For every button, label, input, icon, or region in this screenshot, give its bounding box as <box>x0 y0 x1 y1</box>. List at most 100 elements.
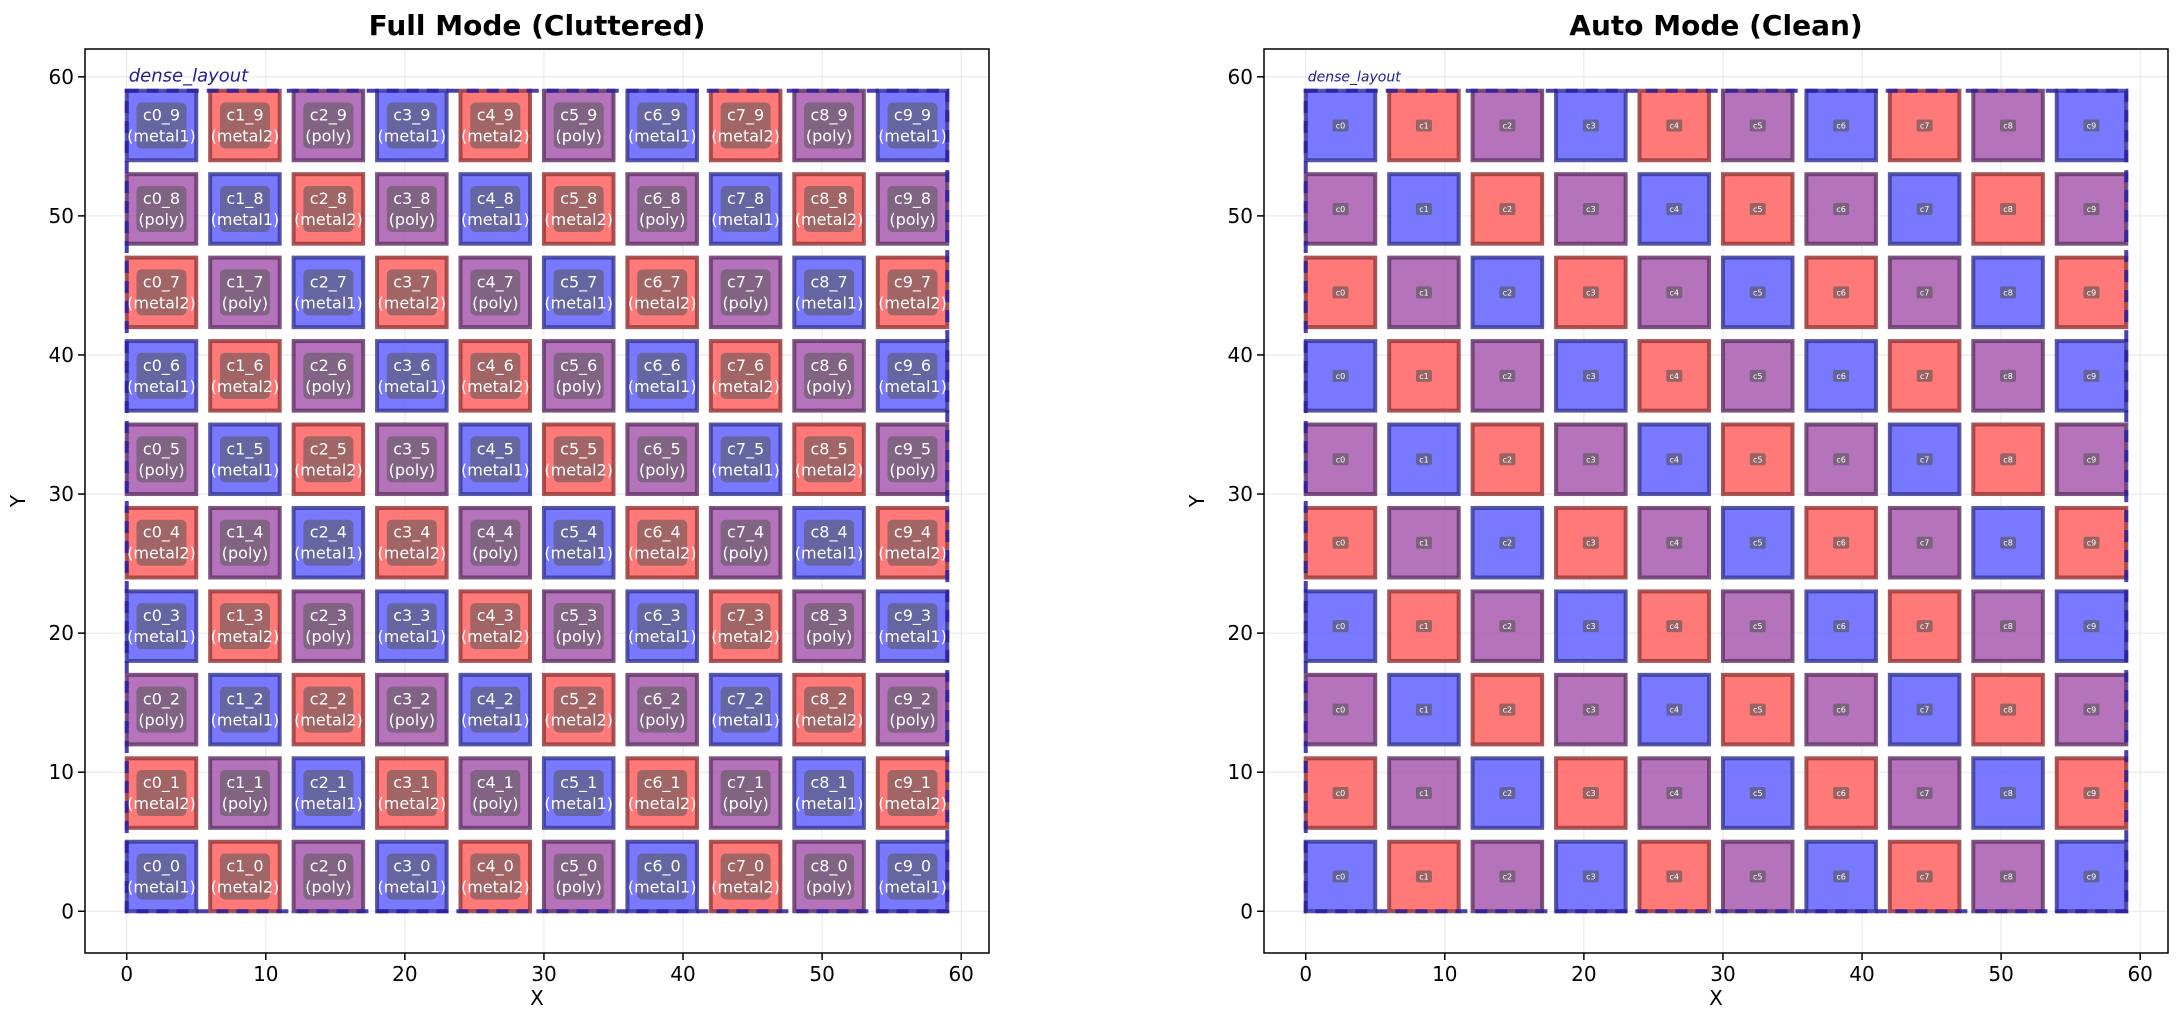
cell-label: c4 <box>1670 706 1680 715</box>
cell-label: c4_1 <box>477 773 514 793</box>
cell-label: c6_8 <box>644 189 681 209</box>
cell-label-layer: (metal2) <box>211 878 280 897</box>
cell-label-layer: (metal1) <box>127 627 196 646</box>
cell-label-layer: (metal2) <box>628 544 697 563</box>
cell-label-layer: (metal2) <box>628 794 697 813</box>
y-axis-label: Y <box>1185 494 1209 508</box>
cell-label: c7_5 <box>727 439 764 459</box>
cell-label: c5 <box>1753 372 1763 381</box>
cell-label: c5_0 <box>560 857 597 877</box>
cell-label-layer: (metal1) <box>127 126 196 145</box>
cell-label: c4_5 <box>477 439 514 459</box>
cell-label: c8_7 <box>810 272 847 292</box>
cell-label: c9 <box>2087 539 2097 548</box>
cell-label: c1_4 <box>226 523 263 543</box>
cell-label: c5 <box>1753 121 1763 130</box>
cell-label: c2_2 <box>310 690 347 710</box>
cell-label: c1_7 <box>226 272 263 292</box>
cell-label: c3 <box>1586 622 1596 631</box>
cell-label: c1 <box>1419 789 1429 798</box>
cell-label: c9 <box>2087 622 2097 631</box>
cell-label: c5_7 <box>560 272 597 292</box>
cell-label: c1 <box>1419 205 1429 214</box>
cell-label-layer: (poly) <box>389 210 435 229</box>
cell-label-layer: (poly) <box>222 794 268 813</box>
cell-label-layer: (metal1) <box>378 377 447 396</box>
cell-label: c6_7 <box>644 272 681 292</box>
cell-label: c5_5 <box>560 439 597 459</box>
cell-label: c8 <box>2003 455 2013 464</box>
cell-label: c6_0 <box>644 857 681 877</box>
cell-label: c8 <box>2003 706 2013 715</box>
cell-label: c6 <box>1836 205 1846 214</box>
cell-label: c0 <box>1336 706 1346 715</box>
cell-label: c2 <box>1503 789 1513 798</box>
cell-label: c7_0 <box>727 857 764 877</box>
cell-label-layer: (metal2) <box>795 711 864 730</box>
cell-label: c4 <box>1670 121 1680 130</box>
cell-label: c9 <box>2087 789 2097 798</box>
cell-label-layer: (metal2) <box>378 544 447 563</box>
cell-label: c4_3 <box>477 606 514 626</box>
cell-label: c7 <box>1920 455 1930 464</box>
cell-label: c8 <box>2003 873 2013 882</box>
cell-label: c0 <box>1336 539 1346 548</box>
cell-label: c4 <box>1670 288 1680 297</box>
cell-label-layer: (metal2) <box>294 460 363 479</box>
cell-label: c2_9 <box>310 105 347 125</box>
cell-label: c8_4 <box>810 523 847 543</box>
cell-label-layer: (metal1) <box>711 711 780 730</box>
cell-label: c9 <box>2087 205 2097 214</box>
cell-label: c3_6 <box>393 356 430 376</box>
cell-label: c1 <box>1419 288 1429 297</box>
cell-label: c9 <box>2087 121 2097 130</box>
cell-label-layer: (poly) <box>472 293 518 312</box>
cell-label: c2_4 <box>310 523 347 543</box>
cell-label: c0_9 <box>143 105 180 125</box>
x-tick-label: 20 <box>1571 962 1596 986</box>
y-tick-label: 30 <box>1228 482 1253 506</box>
cell-label-layer: (poly) <box>806 126 852 145</box>
cell-label: c3_5 <box>393 439 430 459</box>
cell-label-layer: (metal1) <box>878 377 947 396</box>
cell-label: c1_0 <box>226 857 263 877</box>
x-tick-label: 50 <box>809 962 834 986</box>
cell-label: c0_8 <box>143 189 180 209</box>
chart-panel-2: c0 c1 c2 c3 c4 c5 c6 c7 c8 c9 c0 c1 c2 c3 c4 c5 c6 c7 c8 c9… <box>1185 9 2168 1010</box>
cell-label: c2 <box>1503 372 1513 381</box>
cell-label-layer: (poly) <box>389 460 435 479</box>
cell-label-layer: (metal2) <box>544 460 613 479</box>
cell-label-layer: (metal1) <box>294 794 363 813</box>
cell-label: c0 <box>1336 121 1346 130</box>
cell-label: c6 <box>1836 121 1846 130</box>
cell-label-layer: (poly) <box>138 460 184 479</box>
cell-label: c0_6 <box>143 356 180 376</box>
cell-label-layer: (metal2) <box>211 377 280 396</box>
cell-label-layer: (metal1) <box>544 794 613 813</box>
cell-label: c3_7 <box>393 272 430 292</box>
cell-label: c0_0 <box>143 857 180 877</box>
x-tick-label: 40 <box>1849 962 1874 986</box>
cell-label-layer: (metal2) <box>211 126 280 145</box>
cell-label-layer: (poly) <box>556 377 602 396</box>
cell-label: c4_7 <box>477 272 514 292</box>
cell-label-layer: (poly) <box>722 293 768 312</box>
cell-label: c3 <box>1586 873 1596 882</box>
cell-label: c7_9 <box>727 105 764 125</box>
layout-name-label: dense_layout <box>1308 70 1401 86</box>
cell-label-layer: (poly) <box>389 711 435 730</box>
cell-label: c5 <box>1753 539 1763 548</box>
cell-label: c7 <box>1920 205 1930 214</box>
cell-label-layer: (metal2) <box>711 126 780 145</box>
x-tick-label: 30 <box>531 962 556 986</box>
cell-label-layer: (poly) <box>138 711 184 730</box>
cell-label: c7_3 <box>727 606 764 626</box>
cell-label-layer: (metal1) <box>378 878 447 897</box>
cell-label-layer: (metal2) <box>211 627 280 646</box>
cell-label-layer: (poly) <box>556 878 602 897</box>
cell-label: c7 <box>1920 873 1930 882</box>
cell-label: c2 <box>1503 288 1513 297</box>
cell-label: c1_2 <box>226 690 263 710</box>
cell-label: c8 <box>2003 622 2013 631</box>
y-tick-label: 40 <box>49 343 74 367</box>
